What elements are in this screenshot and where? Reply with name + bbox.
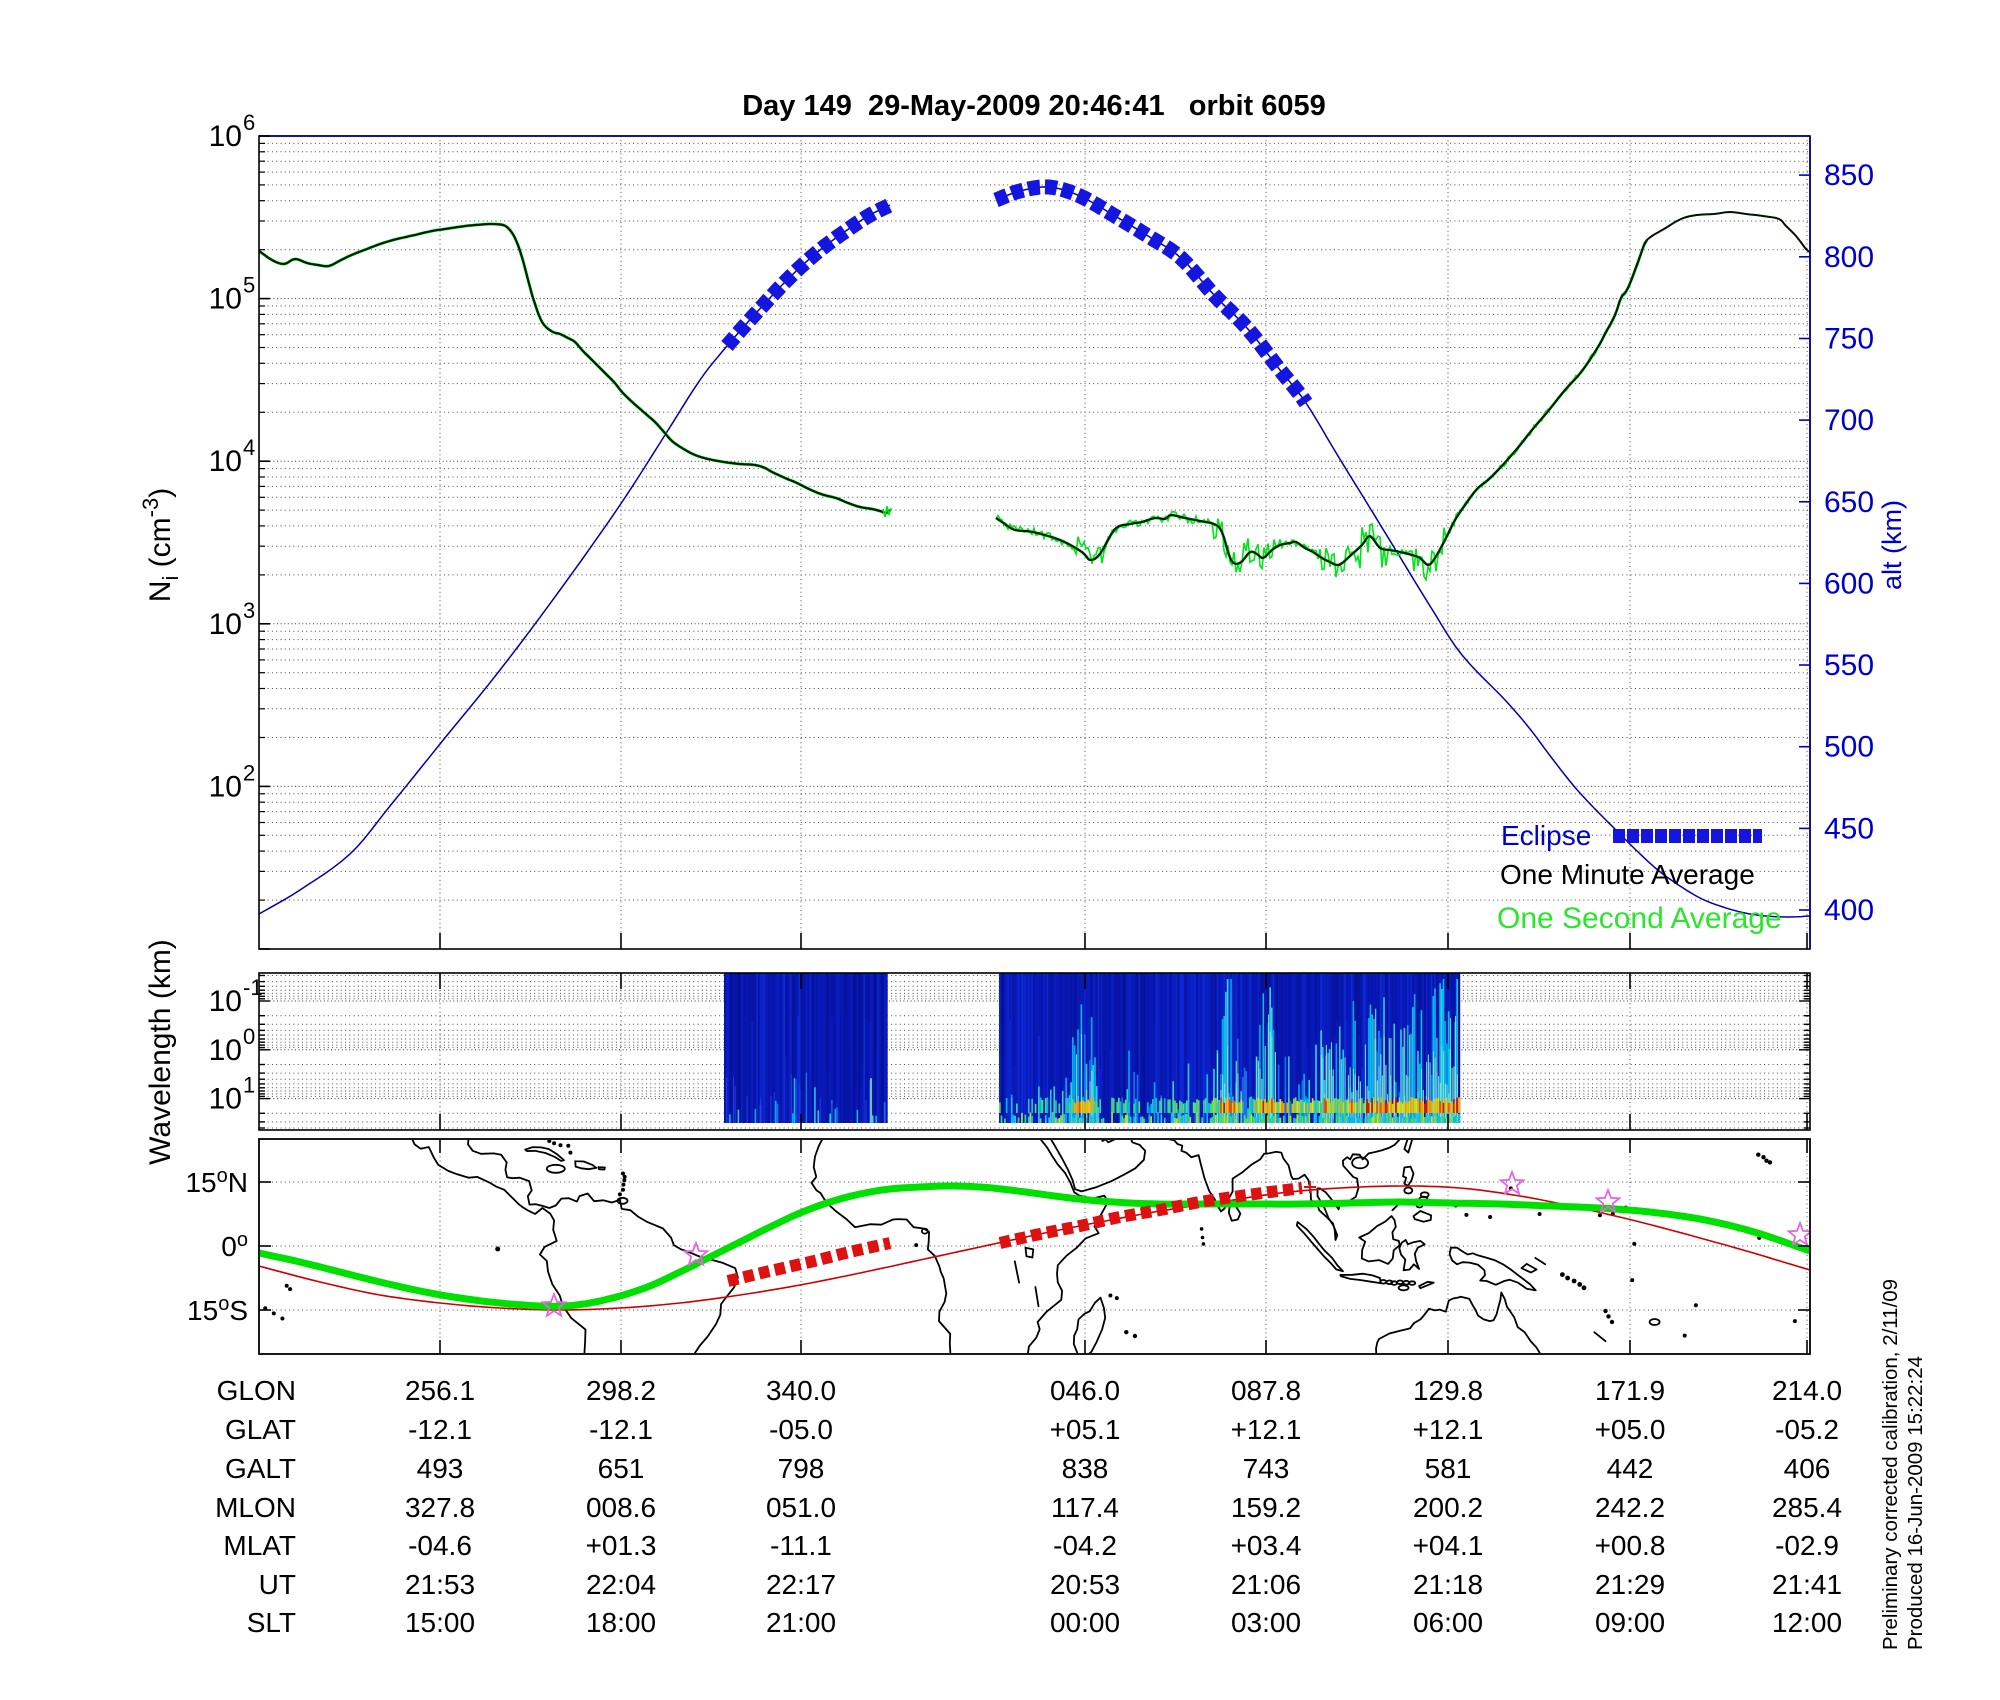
svg-text:22:17: 22:17 <box>766 1569 836 1600</box>
svg-text:20:53: 20:53 <box>1050 1569 1120 1600</box>
svg-text:493: 493 <box>417 1453 464 1484</box>
svg-text:051.0: 051.0 <box>766 1492 836 1523</box>
svg-text:298.2: 298.2 <box>586 1375 656 1406</box>
svg-text:21:53: 21:53 <box>405 1569 475 1600</box>
svg-text:15oS: 15oS <box>187 1293 248 1326</box>
svg-text:Produced 16-Jun-2009 15:22:24: Produced 16-Jun-2009 15:22:24 <box>1904 1356 1927 1650</box>
svg-text:651: 651 <box>598 1453 645 1484</box>
svg-text:750: 750 <box>1824 323 1874 356</box>
svg-text:+04.1: +04.1 <box>1413 1530 1484 1561</box>
svg-text:21:06: 21:06 <box>1231 1569 1301 1600</box>
svg-text:087.8: 087.8 <box>1231 1375 1301 1406</box>
svg-text:03:00: 03:00 <box>1231 1607 1301 1638</box>
svg-text:046.0: 046.0 <box>1050 1375 1120 1406</box>
svg-text:850: 850 <box>1824 159 1874 192</box>
svg-text:581: 581 <box>1425 1453 1472 1484</box>
svg-text:-05.2: -05.2 <box>1775 1414 1839 1445</box>
svg-text:10: 10 <box>209 985 242 1018</box>
svg-text:798: 798 <box>778 1453 825 1484</box>
svg-text:200.2: 200.2 <box>1413 1492 1483 1523</box>
svg-text:1: 1 <box>243 1073 255 1098</box>
svg-text:700: 700 <box>1824 404 1874 437</box>
svg-text:+00.8: +00.8 <box>1595 1530 1666 1561</box>
svg-text:327.8: 327.8 <box>405 1492 475 1523</box>
svg-text:-12.1: -12.1 <box>589 1414 653 1445</box>
svg-text:Ni (cm-3): Ni (cm-3) <box>138 488 183 602</box>
svg-text:Day 149 29-May-2009 20:46:41: Day 149 29-May-2009 20:46:41 orbit 6059 <box>742 90 1326 122</box>
svg-text:6: 6 <box>243 110 255 135</box>
svg-text:340.0: 340.0 <box>766 1375 836 1406</box>
svg-text:650: 650 <box>1824 486 1874 519</box>
svg-text:21:41: 21:41 <box>1772 1569 1842 1600</box>
svg-text:GLAT: GLAT <box>225 1414 296 1445</box>
svg-text:-12.1: -12.1 <box>408 1414 472 1445</box>
svg-text:-04.6: -04.6 <box>408 1530 472 1561</box>
svg-text:Wavelength (km): Wavelength (km) <box>144 939 177 1165</box>
svg-text:+12.1: +12.1 <box>1413 1414 1484 1445</box>
svg-text:+05.0: +05.0 <box>1595 1414 1666 1445</box>
svg-text:+01.3: +01.3 <box>586 1530 657 1561</box>
svg-text:400: 400 <box>1824 894 1874 927</box>
svg-text:MLAT: MLAT <box>223 1530 296 1561</box>
svg-text:One Second Average: One Second Average <box>1497 902 1782 935</box>
svg-text:500: 500 <box>1824 731 1874 764</box>
svg-text:-05.0: -05.0 <box>769 1414 833 1445</box>
svg-text:09:00: 09:00 <box>1595 1607 1665 1638</box>
svg-text:442: 442 <box>1607 1453 1654 1484</box>
svg-text:3: 3 <box>243 598 255 623</box>
svg-text:5: 5 <box>243 273 255 298</box>
svg-text:Preliminary corrected calibrat: Preliminary corrected calibration, 2/11/… <box>1879 1279 1902 1650</box>
svg-text:242.2: 242.2 <box>1595 1492 1665 1523</box>
svg-text:+03.4: +03.4 <box>1231 1530 1302 1561</box>
svg-text:285.4: 285.4 <box>1772 1492 1842 1523</box>
svg-text:0: 0 <box>243 1024 255 1049</box>
svg-text:alt (km): alt (km) <box>1877 500 1907 590</box>
svg-text:171.9: 171.9 <box>1595 1375 1665 1406</box>
svg-text:10: 10 <box>209 1083 242 1116</box>
svg-text:21:18: 21:18 <box>1413 1569 1483 1600</box>
svg-text:00:00: 00:00 <box>1050 1607 1120 1638</box>
svg-text:2: 2 <box>243 760 255 785</box>
svg-text:SLT: SLT <box>247 1607 296 1638</box>
svg-text:450: 450 <box>1824 812 1874 845</box>
svg-text:10: 10 <box>209 608 242 641</box>
svg-text:One Minute Average: One Minute Average <box>1500 859 1755 890</box>
svg-text:-11.1: -11.1 <box>770 1530 832 1561</box>
svg-text:+05.1: +05.1 <box>1050 1414 1121 1445</box>
svg-text:21:29: 21:29 <box>1595 1569 1665 1600</box>
svg-text:21:00: 21:00 <box>766 1607 836 1638</box>
svg-text:-1: -1 <box>243 975 263 1000</box>
svg-text:256.1: 256.1 <box>405 1375 475 1406</box>
svg-text:600: 600 <box>1824 567 1874 600</box>
svg-text:10: 10 <box>209 770 242 803</box>
svg-text:GLON: GLON <box>217 1375 296 1406</box>
svg-text:10: 10 <box>209 120 242 153</box>
svg-text:-02.9: -02.9 <box>1775 1530 1839 1561</box>
svg-text:06:00: 06:00 <box>1413 1607 1483 1638</box>
svg-text:214.0: 214.0 <box>1772 1375 1842 1406</box>
svg-text:MLON: MLON <box>215 1492 296 1523</box>
svg-text:838: 838 <box>1062 1453 1109 1484</box>
svg-text:10: 10 <box>209 445 242 478</box>
svg-text:10: 10 <box>209 1034 242 1067</box>
svg-text:550: 550 <box>1824 649 1874 682</box>
svg-text:18:00: 18:00 <box>586 1607 656 1638</box>
svg-text:+12.1: +12.1 <box>1231 1414 1302 1445</box>
svg-text:-04.2: -04.2 <box>1053 1530 1117 1561</box>
svg-text:4: 4 <box>243 435 255 460</box>
svg-text:15:00: 15:00 <box>405 1607 475 1638</box>
svg-text:117.4: 117.4 <box>1051 1492 1119 1523</box>
svg-text:Eclipse: Eclipse <box>1501 820 1591 851</box>
svg-text:008.6: 008.6 <box>586 1492 656 1523</box>
svg-text:159.2: 159.2 <box>1231 1492 1301 1523</box>
svg-text:10: 10 <box>209 283 242 316</box>
svg-text:22:04: 22:04 <box>586 1569 656 1600</box>
svg-text:12:00: 12:00 <box>1772 1607 1842 1638</box>
svg-text:743: 743 <box>1243 1453 1290 1484</box>
svg-text:800: 800 <box>1824 241 1874 274</box>
svg-text:406: 406 <box>1784 1453 1831 1484</box>
svg-text:UT: UT <box>259 1569 296 1600</box>
svg-text:GALT: GALT <box>225 1453 296 1484</box>
svg-text:129.8: 129.8 <box>1413 1375 1483 1406</box>
